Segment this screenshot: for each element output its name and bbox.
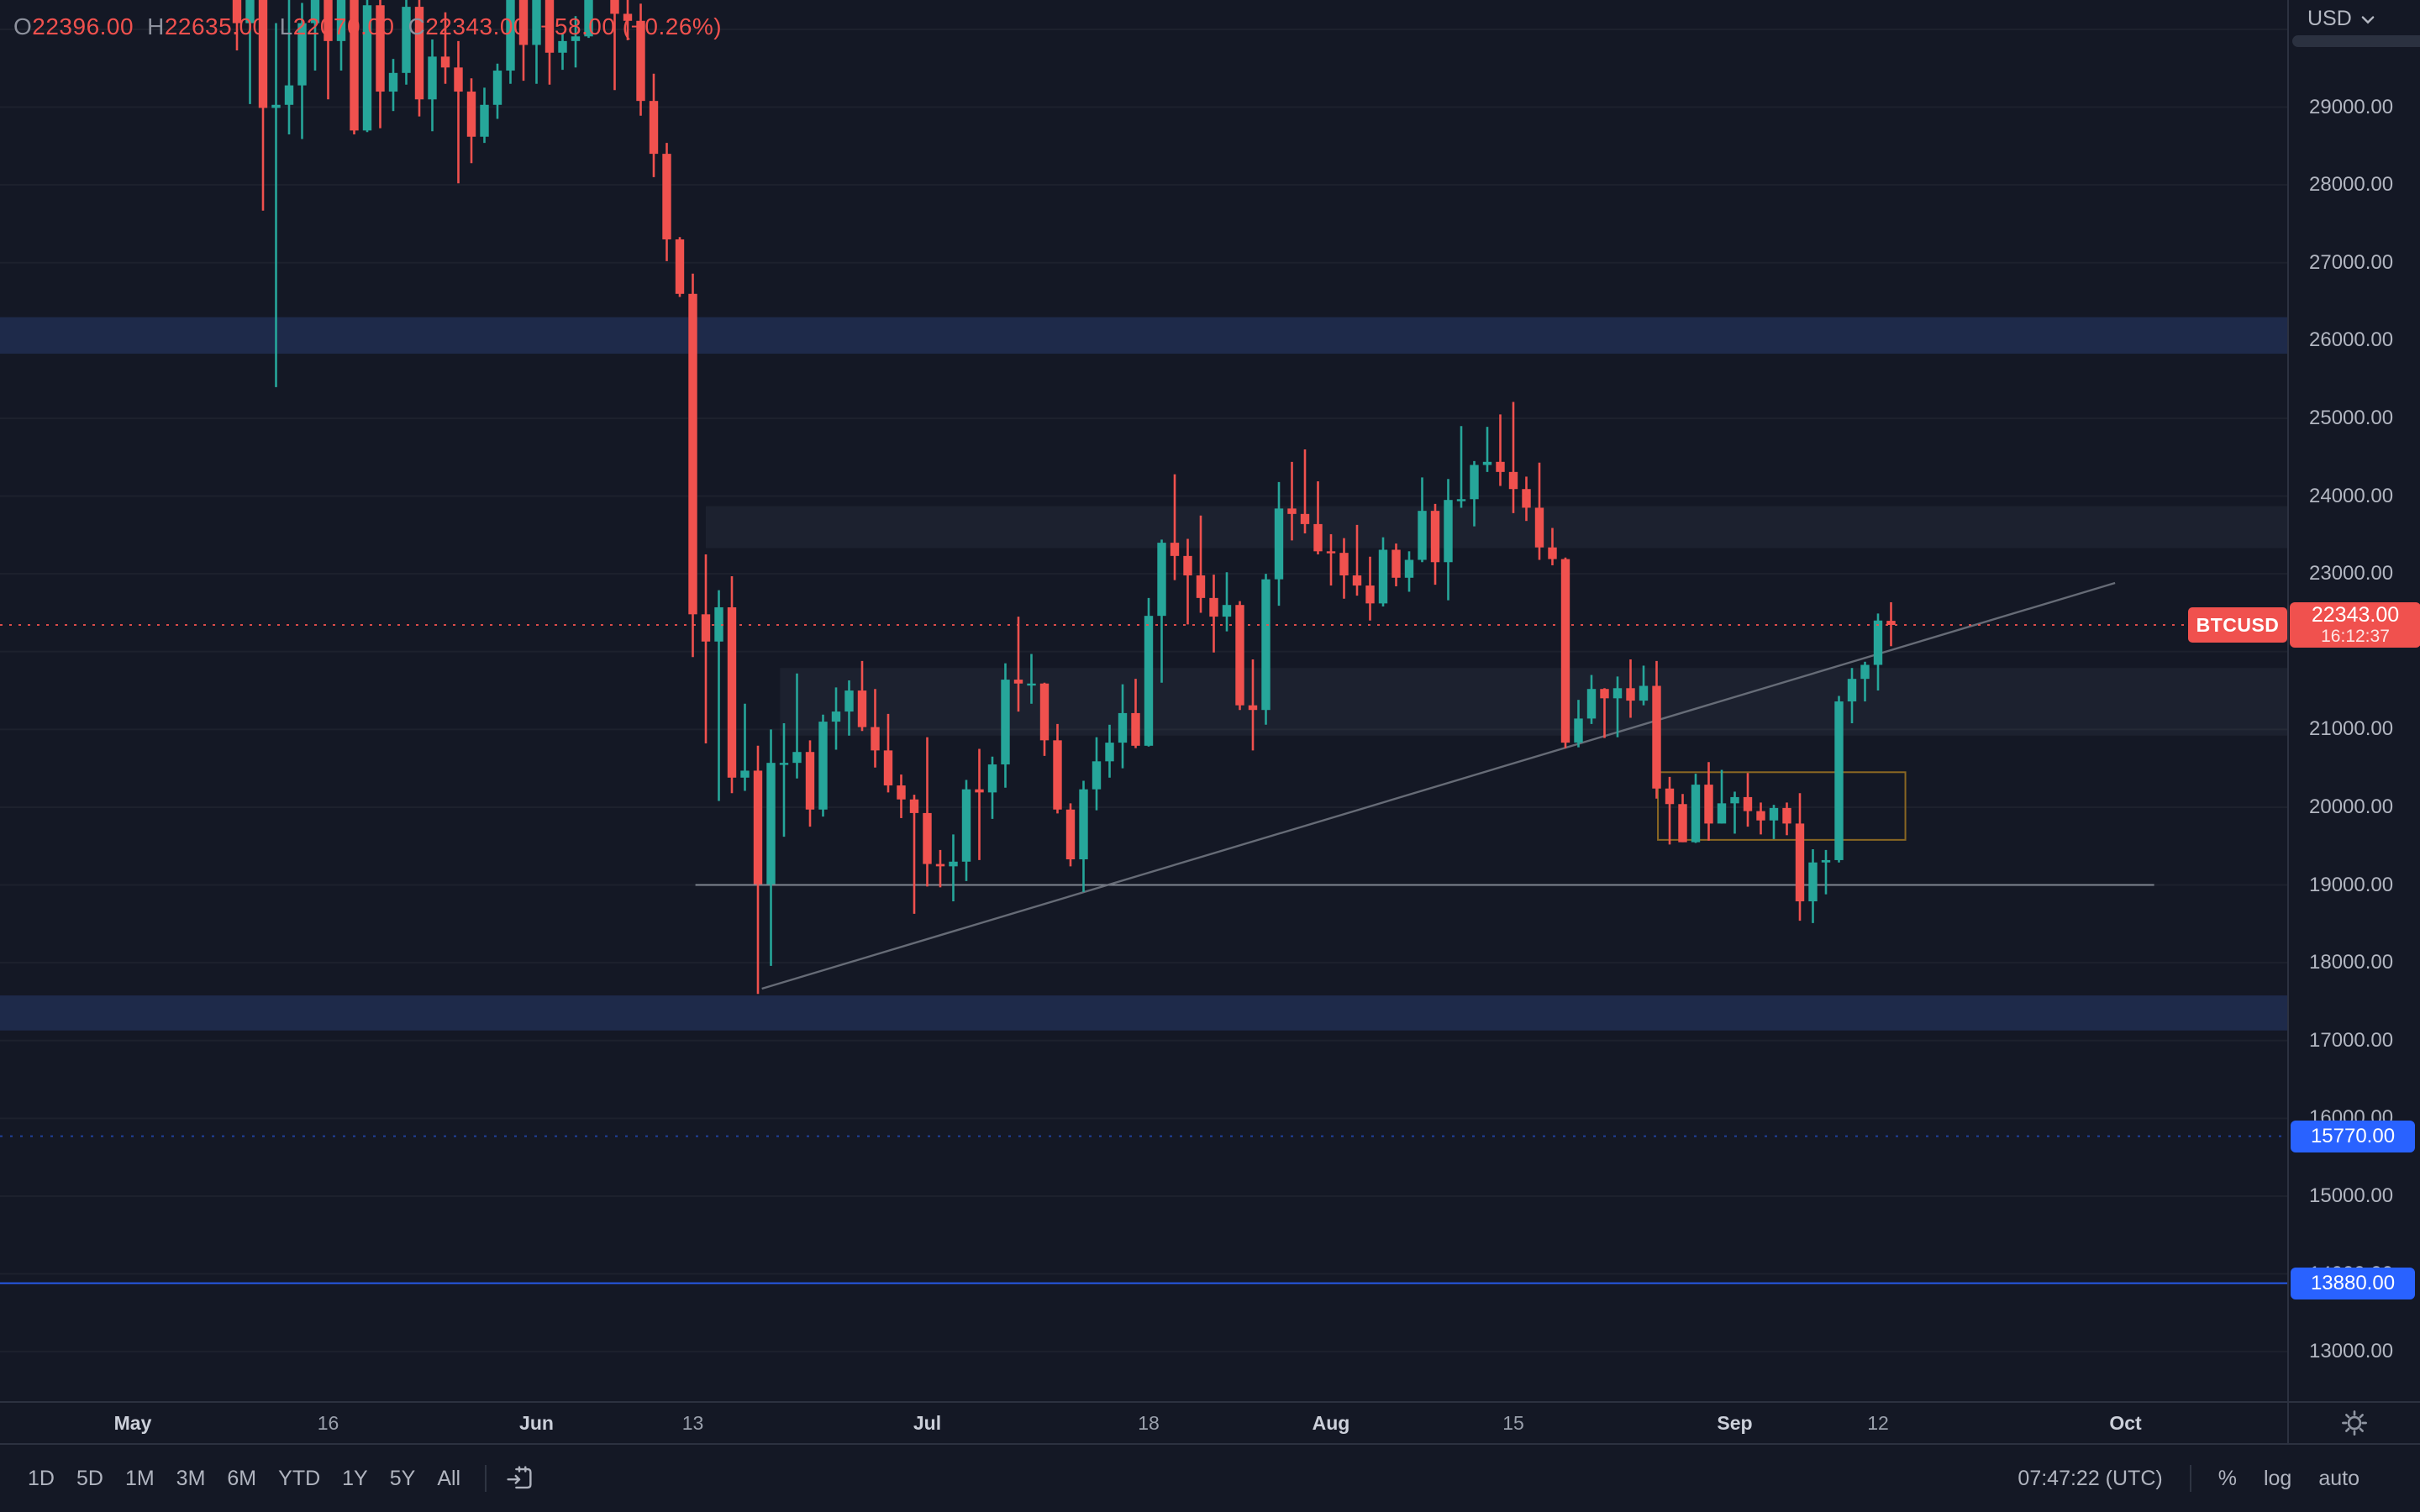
range-3m[interactable]: 3M	[166, 1458, 217, 1499]
bottom-toolbar: 1D 5D 1M 3M 6M YTD 1Y 5Y All 07:47:22 (UTC) % lo…	[0, 1443, 2420, 1512]
time-tick-day: 18	[1138, 1412, 1160, 1434]
bar-countdown: 16:12:37	[2321, 627, 2390, 646]
trend-line[interactable]	[761, 581, 2116, 990]
price-tick: 18000.00	[2309, 951, 2394, 974]
axis-scrollbar	[2292, 35, 2420, 47]
time-tick-day: 16	[317, 1412, 339, 1434]
log-scale-button[interactable]: log	[2250, 1460, 2305, 1498]
change-value: −58.00 (−0.26%)	[540, 13, 723, 39]
currency-dropdown[interactable]: USD	[2307, 7, 2377, 31]
time-tick-day: 13	[681, 1412, 704, 1434]
chevron-down-icon	[2361, 15, 2375, 24]
time-tick-month: Sep	[1717, 1412, 1753, 1434]
low-label: L	[279, 13, 293, 39]
range-box[interactable]	[1657, 771, 1907, 841]
price-tick: 19000.00	[2309, 873, 2394, 896]
scale-controls: 07:47:22 (UTC) % log auto	[2004, 1460, 2373, 1498]
range-ytd[interactable]: YTD	[267, 1458, 331, 1499]
axis-corner	[2287, 1401, 2420, 1443]
range-buttons: 1D 5D 1M 3M 6M YTD 1Y 5Y All	[0, 1458, 471, 1499]
range-1m[interactable]: 1M	[114, 1458, 166, 1499]
auto-scale-button[interactable]: auto	[2305, 1460, 2373, 1498]
price-axis[interactable]: USD 29000.00 28000.00 27000.00 26000.00 2500…	[2287, 0, 2420, 1401]
low-value: 22070.00	[292, 13, 395, 39]
range-all[interactable]: All	[426, 1458, 471, 1499]
time-tick-month: Jun	[519, 1412, 554, 1434]
highlight-band	[0, 317, 2287, 354]
ohlc-legend: O22396.00 H22635.00 L22070.00 C22343.00 −58.…	[13, 13, 722, 40]
last-price-value: 22343.00	[2311, 603, 2400, 627]
time-tick-month: Oct	[2109, 1412, 2142, 1434]
close-label: C	[408, 13, 426, 39]
high-label: H	[147, 13, 165, 39]
time-tick-month: Jul	[913, 1412, 942, 1434]
time-axis[interactable]: May 16 Jun 13 Jul 18 Aug 15 Sep 12 Oct	[0, 1401, 2287, 1443]
candlestick-chart	[0, 0, 2287, 1284]
range-6m[interactable]: 6M	[216, 1458, 267, 1499]
price-tick: 27000.00	[2309, 250, 2394, 274]
time-tick-day: 12	[1867, 1412, 1889, 1434]
price-tick: 24000.00	[2309, 484, 2394, 507]
price-tick: 21000.00	[2309, 717, 2394, 741]
open-label: O	[13, 13, 33, 39]
last-price-label: 22343.00 16:12:37	[2290, 602, 2420, 648]
toolbar-divider	[485, 1465, 487, 1492]
time-tick-day: 15	[1502, 1412, 1524, 1434]
alert-price-label[interactable]: 13880.00	[2291, 1267, 2415, 1299]
price-tick: 13000.00	[2309, 1340, 2394, 1363]
price-tick: 25000.00	[2309, 406, 2394, 429]
price-tick: 29000.00	[2309, 95, 2394, 118]
chart-canvas[interactable]: O22396.00 H22635.00 L22070.00 C22343.00 −58.…	[0, 0, 2287, 1401]
price-tick: 28000.00	[2309, 173, 2394, 197]
time-tick-month: Aug	[1312, 1412, 1350, 1434]
close-value: 22343.00	[425, 13, 528, 39]
open-value: 22396.00	[32, 13, 134, 39]
range-5d[interactable]: 5D	[66, 1458, 114, 1499]
price-tick: 17000.00	[2309, 1028, 2394, 1052]
go-to-date-icon[interactable]	[500, 1459, 539, 1498]
supply-demand-zone	[706, 506, 2287, 549]
gear-icon[interactable]	[2341, 1410, 2368, 1436]
price-tick: 20000.00	[2309, 795, 2394, 818]
highlight-band	[0, 995, 2287, 1031]
candles	[232, 0, 1896, 995]
toolbar-divider	[2189, 1465, 2191, 1492]
symbol-price-label: BTCUSD	[2188, 607, 2287, 643]
price-tick: 23000.00	[2309, 562, 2394, 585]
range-1y[interactable]: 1Y	[331, 1458, 379, 1499]
high-value: 22635.00	[164, 13, 266, 39]
range-5y[interactable]: 5Y	[379, 1458, 427, 1499]
alert-price-label[interactable]: 15770.00	[2291, 1120, 2415, 1152]
time-tick-month: May	[113, 1412, 152, 1434]
price-tick: 15000.00	[2309, 1184, 2394, 1207]
currency-label: USD	[2307, 7, 2352, 30]
price-tick: 26000.00	[2309, 328, 2394, 352]
percent-scale-button[interactable]: %	[2205, 1460, 2250, 1498]
clock-utc-button[interactable]: 07:47:22 (UTC)	[2004, 1460, 2175, 1498]
range-1d[interactable]: 1D	[17, 1458, 66, 1499]
